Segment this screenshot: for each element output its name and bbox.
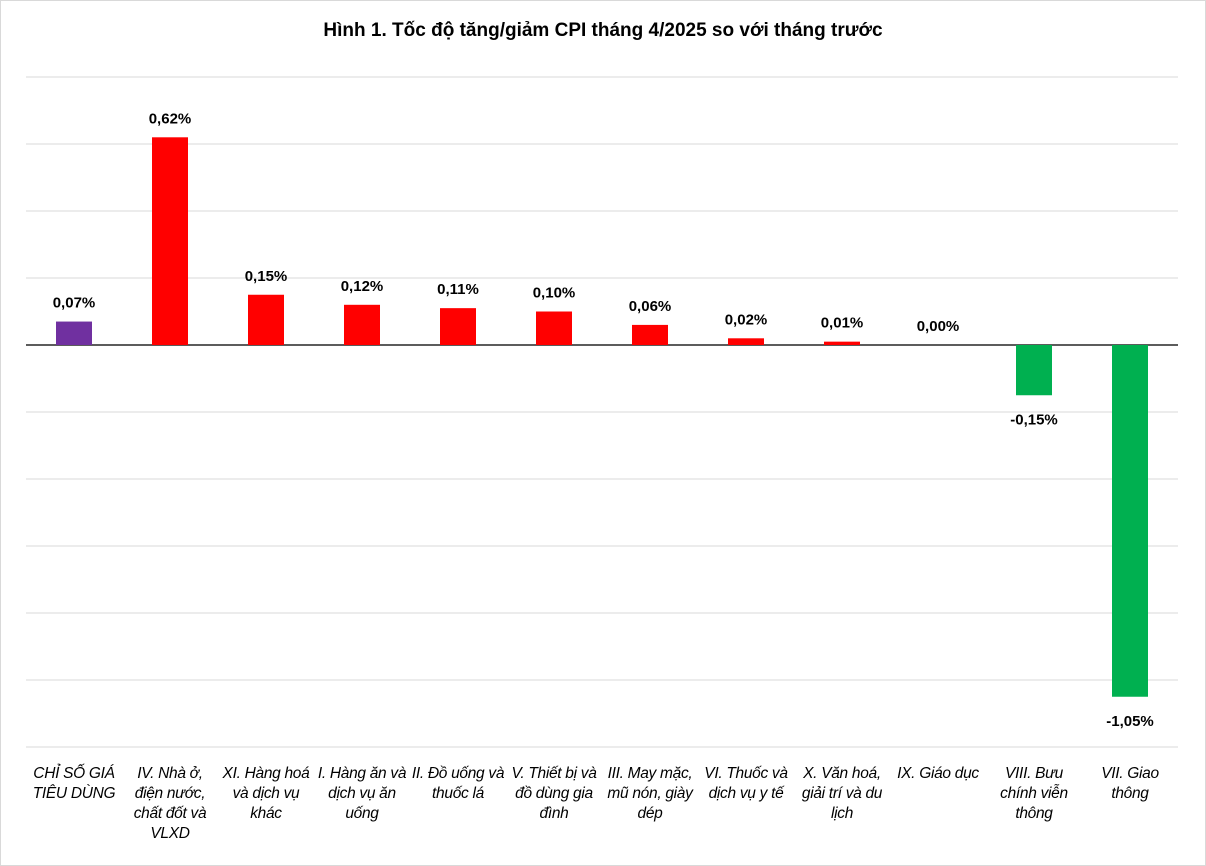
data-label: -0,15% <box>1010 411 1058 428</box>
bar <box>344 304 380 345</box>
data-label: 0,02% <box>725 311 768 328</box>
category-label: VI. Thuốc và dịch vụ y tế <box>704 765 788 802</box>
chart-title: Hình 1. Tốc độ tăng/giảm CPI tháng 4/202… <box>323 20 883 41</box>
bar <box>248 294 284 345</box>
bar <box>536 311 572 345</box>
data-label: 0,06% <box>629 298 672 315</box>
category-label: X. Văn hoá, giải trí và du lịch <box>801 765 883 822</box>
bar <box>632 324 668 345</box>
data-label: 0,00% <box>917 318 960 335</box>
category-label: CHỈ SỐ GIÁ TIÊU DÙNG <box>32 765 116 802</box>
category-label: VII. Giao thông <box>1101 765 1159 802</box>
data-label: 0,07% <box>53 295 96 312</box>
bar <box>56 321 92 345</box>
category-label: IV. Nhà ở, điện nước, chất đốt và VLXD <box>133 765 207 842</box>
category-label: I. Hàng ăn và dịch vụ ăn uống <box>317 765 407 822</box>
category-label: IX. Giáo dục <box>897 765 979 782</box>
bar <box>824 341 860 345</box>
category-label: VIII. Bưu chính viễn thông <box>1000 765 1068 822</box>
bar <box>1016 345 1052 396</box>
bar <box>440 308 476 345</box>
category-label: XI. Hàng hoá và dịch vụ khác <box>222 765 310 822</box>
category-label: V. Thiết bị và đồ dùng gia đình <box>511 765 597 822</box>
data-label: 0,10% <box>533 285 576 302</box>
data-label: 0,15% <box>245 268 288 285</box>
bar <box>152 137 188 345</box>
data-label: 0,01% <box>821 315 864 332</box>
data-label: 0,11% <box>437 281 479 298</box>
category-label: III. May mặc, mũ nón, giày dép <box>607 765 693 822</box>
bar <box>1112 345 1148 697</box>
data-label: 0,62% <box>149 110 192 127</box>
data-label: 0,12% <box>341 278 384 295</box>
data-label: -1,05% <box>1106 713 1154 730</box>
category-label: II. Đồ uống và thuốc lá <box>411 765 505 802</box>
bar <box>728 338 764 345</box>
